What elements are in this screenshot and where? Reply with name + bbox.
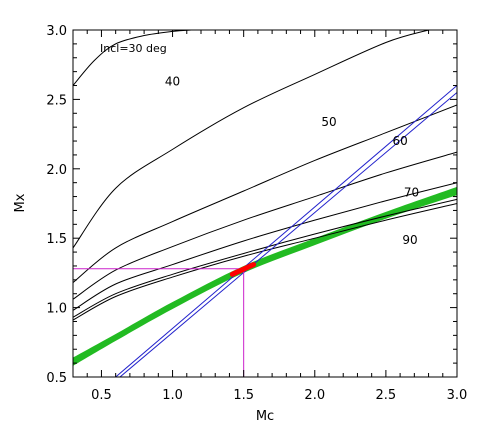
inclination-annotation: Incl=30 deg [100,42,167,55]
x-tick-label: 0.5 [91,388,112,403]
inclination-curve-70 [73,182,457,311]
inclination-curve-90 [73,203,457,321]
inclination-curve-60 [73,151,457,300]
inclination-curve-30 [73,30,192,86]
intersection-marker [229,262,257,277]
guide-lines [73,268,245,377]
y-tick-label: 1.0 [46,302,67,317]
inclination-curves [73,30,457,321]
x-tick-label: 2.0 [304,388,325,403]
curve-label-90: 90 [402,233,417,247]
y-tick-label: 0.5 [46,371,67,386]
curve-label-50: 50 [321,115,336,129]
y-tick-label: 2.5 [46,93,67,108]
y-axis-title: Mx [13,193,28,212]
plot-frame [72,29,458,378]
plot-area [73,30,457,377]
x-axis-title: Mc [256,409,274,424]
x-tick-label: 3.0 [447,388,468,403]
intersection-marker-group [229,262,257,277]
x-tick-label: 2.5 [376,388,397,403]
curve-label-40: 40 [165,75,180,89]
curve-label-60: 60 [392,134,407,148]
blue-line-1 [115,85,457,377]
y-tick-label: 2.0 [46,163,67,178]
y-tick-label: 1.5 [46,232,67,247]
axis-ticks [72,29,458,378]
curve-label-70: 70 [404,186,419,200]
blue-lines [115,85,457,377]
x-tick-label: 1.0 [162,388,183,403]
blue-line-2 [119,92,457,377]
inclination-curve-80 [73,198,457,318]
green-band [73,186,457,366]
inclination-curve-50 [73,104,457,284]
green-band-group [73,186,457,366]
x-tick-label: 1.5 [233,388,254,403]
y-tick-label: 3.0 [46,24,67,39]
inclination-curve-40 [73,30,429,249]
